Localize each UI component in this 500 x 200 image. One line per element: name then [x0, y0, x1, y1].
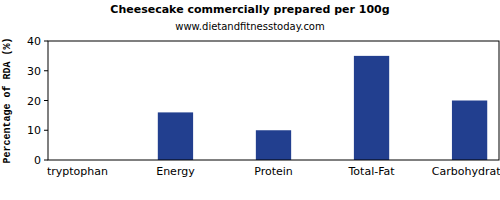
bar — [452, 101, 487, 161]
x-tick-label: Energy — [156, 165, 195, 178]
plot-frame — [48, 41, 499, 160]
y-tick — [44, 160, 48, 161]
x-tick-label: tryptophan — [47, 165, 108, 178]
x-tick-label: Protein — [254, 165, 293, 178]
y-tick-label: 30 — [27, 65, 41, 78]
y-tick-label: 20 — [27, 95, 41, 108]
chart-container: Cheesecake commercially prepared per 100… — [0, 0, 500, 200]
y-tick — [44, 100, 48, 101]
bar — [256, 130, 291, 160]
y-tick-label: 10 — [27, 124, 41, 137]
x-tick-label: Total-Fat — [348, 165, 396, 178]
bars — [158, 56, 487, 160]
bar — [354, 56, 389, 160]
y-tick-label: 0 — [34, 154, 41, 167]
bar — [158, 112, 193, 160]
y-tick — [44, 41, 48, 42]
x-tick-label: Carbohydrate — [432, 165, 500, 178]
chart-svg: Cheesecake commercially prepared per 100… — [0, 0, 500, 200]
y-tick-label: 40 — [27, 35, 41, 48]
y-tick — [44, 130, 48, 131]
title: Cheesecake commercially prepared per 100… — [110, 3, 389, 16]
subtitle: www.dietandfitnesstoday.com — [175, 21, 324, 32]
y-tick — [44, 70, 48, 71]
y-axis-label: Percentage of RDA (%) — [2, 37, 13, 163]
